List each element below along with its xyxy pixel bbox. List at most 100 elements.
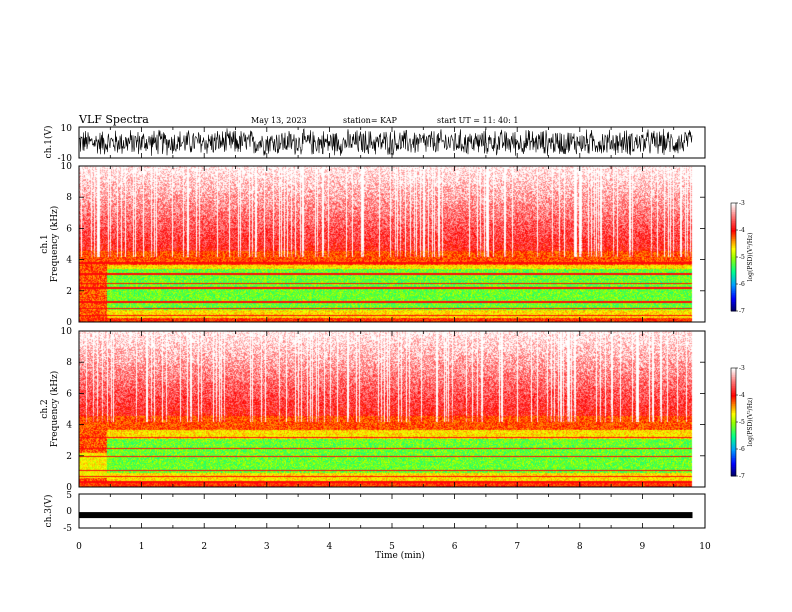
ch1-spectrogram-ticks bbox=[78, 165, 706, 323]
colorbar-segment bbox=[731, 262, 736, 265]
ch1-spectrogram-ytick-labels: 0 2 4 6 8 10 bbox=[61, 162, 73, 328]
y-tick-label: 10 bbox=[61, 162, 73, 172]
colorbar-segment bbox=[731, 436, 736, 439]
colorbar-segment bbox=[731, 418, 736, 421]
colorbar-segment bbox=[731, 434, 736, 437]
y-tick-label: 4 bbox=[66, 421, 72, 431]
colorbar-segment bbox=[731, 454, 736, 457]
colorbar-tick-label: -5 bbox=[739, 419, 745, 426]
colorbar-segment bbox=[731, 400, 736, 403]
x-tick-label: 0 bbox=[76, 542, 82, 552]
colorbar-tick-label: -7 bbox=[739, 308, 745, 315]
x-tick-label: 7 bbox=[514, 542, 520, 552]
ch1-waveform-ylabel: ch.1(V) bbox=[43, 126, 54, 159]
colorbar-segment bbox=[731, 226, 736, 229]
colorbar-tick-label: -6 bbox=[739, 446, 745, 453]
colorbar-segment bbox=[731, 413, 736, 416]
colorbar-segment bbox=[731, 213, 736, 217]
colorbar-segment bbox=[731, 438, 736, 441]
colorbar-segment bbox=[731, 260, 736, 263]
station-label: station= KAP bbox=[343, 116, 398, 125]
colorbar-segment bbox=[731, 429, 736, 432]
colorbar-segment bbox=[731, 369, 736, 373]
colorbar-segment bbox=[731, 378, 736, 382]
colorbar-tick-label: -7 bbox=[739, 473, 745, 480]
x-tick-label: 8 bbox=[577, 542, 583, 552]
ch2-spectrogram-ytick-labels: 0 2 4 6 8 10 bbox=[61, 327, 73, 493]
colorbar-segment bbox=[731, 217, 736, 220]
colorbar-tick-label: -6 bbox=[739, 281, 745, 288]
colorbar-segment bbox=[731, 467, 736, 470]
colorbar-tick-label: -4 bbox=[739, 392, 745, 399]
y-tick-label: 0 bbox=[66, 483, 72, 493]
colorbar-segment bbox=[731, 221, 736, 224]
colorbar-segment bbox=[731, 441, 736, 445]
colorbar-segment bbox=[731, 468, 736, 472]
colorbar-segment bbox=[731, 203, 736, 206]
colorbar-segment bbox=[731, 456, 736, 459]
colorbar-segment bbox=[731, 210, 736, 213]
colorbar-segment bbox=[731, 240, 736, 244]
colorbar-segment bbox=[731, 459, 736, 463]
colorbar-segment bbox=[731, 463, 736, 466]
ch3-ytick-top: 5 bbox=[66, 491, 72, 501]
colorbar-segment bbox=[731, 416, 736, 419]
colorbar-segment bbox=[731, 431, 736, 434]
colorbar-segment bbox=[731, 208, 736, 211]
colorbar-segment bbox=[731, 425, 736, 428]
y-tick-label: 8 bbox=[66, 193, 72, 203]
colorbar-segment bbox=[731, 215, 736, 218]
start-time-label: start UT = 11: 40: 1 bbox=[437, 116, 518, 125]
ch1-waveform-trace bbox=[78, 128, 693, 156]
colorbar-segment bbox=[731, 382, 736, 385]
colorbar-segment bbox=[731, 309, 736, 312]
ch3-waveform-panel: 5 0 -5 ch.3(V) bbox=[43, 491, 706, 534]
ch1-ytick-bottom: -10 bbox=[58, 154, 73, 164]
ch1-waveform-ticks bbox=[78, 127, 706, 158]
colorbar-segment bbox=[731, 445, 736, 448]
y-tick-label: 0 bbox=[66, 318, 72, 328]
ch3-ytick-bottom: -5 bbox=[63, 524, 72, 534]
colorbar-segment bbox=[731, 255, 736, 258]
colorbar-segment bbox=[731, 470, 736, 473]
y-tick-label: 10 bbox=[61, 327, 73, 337]
colorbar-segment bbox=[731, 465, 736, 468]
colorbar-label: log(PSD)(V²/Hz) bbox=[747, 233, 754, 282]
colorbar-segment bbox=[731, 396, 736, 400]
colorbar-segment bbox=[731, 275, 736, 278]
colorbar-segment bbox=[731, 305, 736, 308]
colorbar-segment bbox=[731, 389, 736, 392]
colorbar-segment bbox=[731, 472, 736, 475]
colorbar-tick-label: -3 bbox=[739, 365, 745, 372]
colorbar-segment bbox=[731, 258, 736, 262]
colorbar-segment bbox=[731, 257, 736, 260]
colorbar-segment bbox=[731, 407, 736, 410]
colorbar-segment bbox=[731, 233, 736, 236]
ch1-spectrogram-panel: 0 2 4 6 8 10 ch.1 Frequency (kHz) bbox=[40, 162, 706, 328]
ch2-spectrogram-ylabel-channel: ch.2 bbox=[40, 399, 50, 418]
colorbar-segment bbox=[731, 377, 736, 380]
colorbar-segment bbox=[731, 248, 736, 251]
colorbar-label: log(PSD)(V²/Hz) bbox=[747, 398, 754, 447]
colorbar-segment bbox=[731, 280, 736, 283]
colorbar-segment bbox=[731, 228, 736, 231]
colorbar-segment bbox=[731, 384, 736, 387]
colorbar-segment bbox=[731, 393, 736, 396]
colorbar-segment bbox=[731, 458, 736, 461]
x-tick-label: 2 bbox=[201, 542, 207, 552]
colorbar-segment bbox=[731, 267, 736, 271]
colorbar-segment bbox=[731, 266, 736, 269]
y-tick-label: 2 bbox=[66, 287, 72, 297]
colorbar-tick-label: -3 bbox=[739, 200, 745, 207]
colorbar-segment bbox=[731, 287, 736, 290]
x-tick-label: 5 bbox=[389, 542, 395, 552]
colorbar-segment bbox=[731, 222, 736, 226]
colorbar-segment bbox=[731, 450, 736, 454]
colorbar-segment bbox=[731, 289, 736, 292]
colorbar-segment bbox=[731, 447, 736, 450]
colorbar-segment bbox=[731, 402, 736, 405]
colorbar-segment bbox=[731, 420, 736, 423]
colorbar-segment bbox=[731, 409, 736, 412]
colorbar-segment bbox=[731, 271, 736, 274]
